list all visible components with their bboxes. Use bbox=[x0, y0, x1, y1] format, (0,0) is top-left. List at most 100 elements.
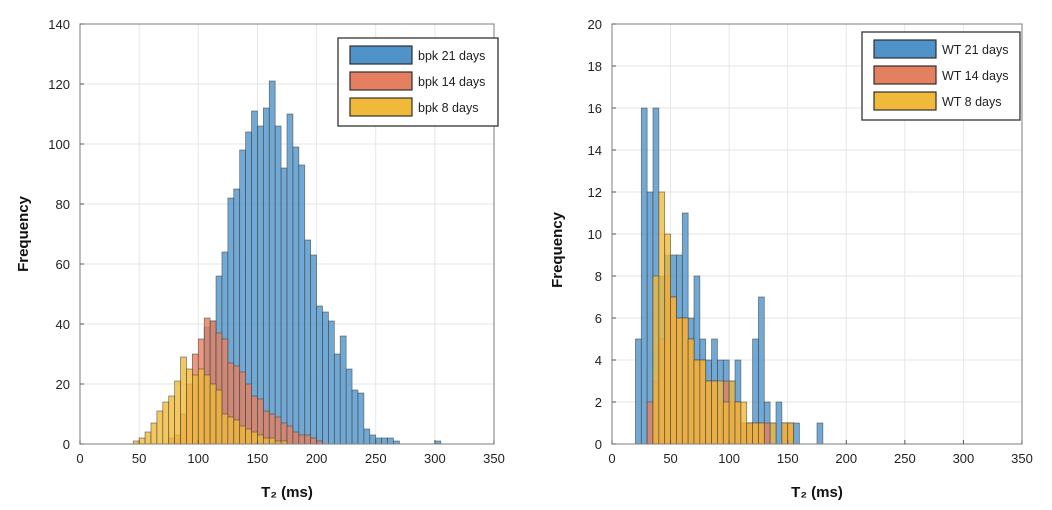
hist-bar-8-days bbox=[769, 422, 777, 445]
y-tick-label: 140 bbox=[48, 17, 70, 32]
y-tick-label: 20 bbox=[588, 17, 602, 32]
hist-bar-21-days bbox=[304, 239, 312, 445]
y-tick-label: 2 bbox=[595, 395, 602, 410]
hist-bar-8-days bbox=[268, 437, 276, 445]
y-tick-label: 14 bbox=[588, 143, 602, 158]
hist-bar-8-days bbox=[168, 395, 175, 445]
x-tick-label: 100 bbox=[718, 451, 740, 466]
x-tick-label: 350 bbox=[1011, 451, 1033, 466]
hist-bar-21-days bbox=[328, 320, 335, 445]
hist-bar-21-days bbox=[357, 392, 365, 445]
hist-bar-21-days bbox=[793, 422, 800, 445]
hist-bar-14-days bbox=[298, 434, 306, 445]
hist-bar-8-days bbox=[156, 410, 164, 445]
right-y-axis-label: Frequency bbox=[549, 211, 566, 288]
hist-bar-8-days bbox=[203, 374, 211, 445]
y-tick-label: 120 bbox=[48, 77, 70, 92]
y-tick-label: 8 bbox=[595, 269, 602, 284]
hist-bar-8-days bbox=[658, 191, 666, 445]
legend-swatch-wt-8 bbox=[873, 91, 937, 111]
hist-bar-21-days bbox=[292, 146, 300, 445]
hist-bar-8-days bbox=[245, 428, 252, 445]
left-ticks: 0 50 100 150 200 250 300 350 0 20 40 60 80 100 120 140 bbox=[48, 17, 505, 466]
hist-bar-8-days bbox=[746, 422, 753, 445]
legend-label-bpk-21: bpk 21 days bbox=[418, 49, 485, 63]
hist-bar-14-days bbox=[304, 434, 312, 445]
hist-bar-8-days bbox=[239, 425, 246, 445]
hist-bar-8-days bbox=[728, 380, 736, 445]
x-tick-label: 50 bbox=[132, 451, 146, 466]
hist-bar-8-days bbox=[752, 422, 759, 445]
hist-bar-8-days bbox=[705, 380, 712, 445]
hist-bar-21-days bbox=[274, 125, 282, 445]
legend-label-wt-21: WT 21 days bbox=[942, 43, 1008, 57]
hist-bar-8-days bbox=[257, 434, 264, 445]
y-tick-label: 60 bbox=[56, 257, 70, 272]
hist-bar-8-days bbox=[138, 437, 146, 445]
hist-bar-21-days bbox=[257, 125, 264, 445]
hist-bar-8-days bbox=[711, 380, 718, 445]
y-tick-label: 20 bbox=[56, 377, 70, 392]
hist-bar-14-days bbox=[274, 416, 282, 445]
hist-bar-14-days bbox=[310, 437, 317, 445]
hist-bar-8-days bbox=[699, 359, 707, 445]
hist-bar-21-days bbox=[251, 110, 258, 445]
left-y-axis-label: Frequency bbox=[15, 195, 32, 272]
hist-bar-8-days bbox=[781, 422, 789, 445]
x-tick-label: 300 bbox=[953, 451, 975, 466]
hist-bar-8-days bbox=[209, 383, 217, 445]
y-tick-label: 10 bbox=[588, 227, 602, 242]
hist-bar-8-days bbox=[676, 317, 683, 445]
hist-bar-8-days bbox=[144, 431, 152, 445]
hist-bar-8-days bbox=[192, 374, 199, 445]
hist-bar-21-days bbox=[381, 437, 388, 445]
hist-bar-14-days bbox=[646, 401, 654, 445]
hist-bar-21-days bbox=[280, 167, 288, 445]
legend-swatch-bpk-8 bbox=[349, 97, 413, 117]
x-tick-label: 0 bbox=[608, 451, 615, 466]
hist-bar-8-days bbox=[227, 416, 235, 445]
y-tick-label: 4 bbox=[595, 353, 602, 368]
hist-bar-21-days bbox=[387, 437, 394, 445]
hist-bar-21-days bbox=[758, 296, 765, 445]
hist-bar-21-days bbox=[310, 254, 317, 445]
hist-bar-8-days bbox=[717, 380, 724, 445]
hist-bar-14-days bbox=[763, 422, 771, 445]
x-tick-label: 200 bbox=[306, 451, 328, 466]
legend-swatch-wt-14 bbox=[873, 65, 937, 85]
y-tick-label: 0 bbox=[595, 437, 602, 452]
legend-label-bpk-8: bpk 8 days bbox=[418, 101, 478, 115]
legend-label-wt-8: WT 8 days bbox=[942, 95, 1002, 109]
hist-bar-21-days bbox=[345, 368, 353, 445]
x-tick-label: 0 bbox=[76, 451, 83, 466]
x-tick-label: 150 bbox=[247, 451, 269, 466]
right-ticks: 0 50 100 150 200 250 300 350 0 2 4 6 8 10 12 14 16 18 20 bbox=[588, 17, 1033, 466]
legend-label-bpk-14: bpk 14 days bbox=[418, 75, 485, 89]
x-tick-label: 250 bbox=[365, 451, 387, 466]
left-bars bbox=[132, 80, 442, 445]
legend-swatch-bpk-21 bbox=[349, 45, 413, 65]
hist-bar-21-days bbox=[322, 311, 329, 445]
legend-swatch-bpk-14 bbox=[349, 71, 413, 91]
x-tick-label: 200 bbox=[835, 451, 857, 466]
hist-bar-8-days bbox=[221, 413, 229, 445]
y-tick-label: 18 bbox=[588, 59, 602, 74]
hist-bar-14-days bbox=[292, 431, 300, 445]
hist-bar-8-days bbox=[670, 296, 677, 445]
hist-bar-8-days bbox=[758, 422, 765, 445]
hist-bar-21-days bbox=[351, 389, 359, 445]
right-legend: WT 21 days WT 14 days WT 8 days bbox=[861, 31, 1021, 121]
hist-bar-21-days bbox=[298, 164, 306, 445]
left-legend: bpk 21 days bpk 14 days bpk 8 days bbox=[337, 37, 499, 127]
hist-bar-8-days bbox=[740, 401, 748, 445]
hist-bar-14-days bbox=[286, 425, 294, 445]
legend-label-wt-14: WT 14 days bbox=[942, 69, 1008, 83]
hist-bar-21-days bbox=[363, 428, 371, 445]
y-tick-label: 40 bbox=[56, 317, 70, 332]
hist-bar-21-days bbox=[286, 113, 294, 445]
hist-bar-21-days bbox=[339, 335, 347, 445]
x-tick-label: 150 bbox=[777, 451, 799, 466]
y-tick-label: 12 bbox=[588, 185, 602, 200]
hist-bar-21-days bbox=[640, 107, 648, 445]
y-tick-label: 80 bbox=[56, 197, 70, 212]
